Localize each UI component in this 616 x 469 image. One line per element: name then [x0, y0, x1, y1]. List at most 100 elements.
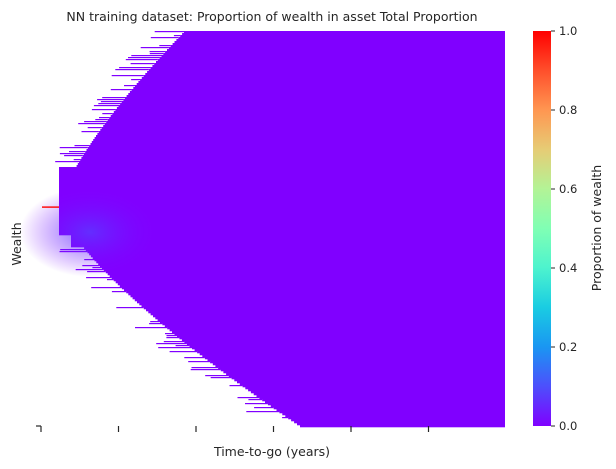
- heatmap-row: [169, 329, 505, 332]
- heatmap-row: [112, 113, 506, 116]
- heatmap-row: [59, 221, 505, 224]
- heatmap-streak: [156, 343, 187, 345]
- heatmap-row: [59, 179, 505, 182]
- heatmap-streak: [173, 35, 181, 37]
- heatmap-row: [115, 109, 506, 112]
- heatmap-row: [59, 181, 505, 184]
- heatmap-streak: [229, 385, 243, 387]
- heatmap-row: [153, 315, 505, 318]
- heatmap-row: [90, 143, 505, 146]
- heatmap-row: [59, 229, 505, 232]
- heatmap-row: [59, 171, 505, 174]
- heatmap-streak: [69, 151, 86, 153]
- heatmap-streak: [149, 323, 163, 325]
- heatmap-row: [154, 63, 505, 66]
- heatmap-row: [135, 85, 505, 88]
- heatmap-row: [71, 239, 505, 242]
- heatmap-row: [197, 351, 505, 354]
- heatmap-row: [59, 183, 505, 186]
- heatmap-streak: [184, 357, 205, 359]
- heatmap-streak: [125, 59, 158, 61]
- heatmap-row: [109, 275, 505, 278]
- heatmap-row: [245, 387, 506, 390]
- heatmap-row: [259, 397, 505, 400]
- heatmap-streak: [210, 377, 232, 379]
- heatmap-streak: [135, 327, 168, 329]
- heatmap-row: [157, 59, 506, 62]
- heatmap-streak: [102, 113, 113, 115]
- heatmap-streak: [131, 55, 162, 57]
- heatmap-streak: [169, 351, 198, 353]
- heatmap-row: [59, 187, 505, 190]
- heatmap-row: [178, 37, 506, 40]
- heatmap-streak: [55, 161, 79, 163]
- heatmap-row: [168, 47, 505, 50]
- heatmap-row: [59, 217, 505, 220]
- heatmap-row: [59, 227, 505, 230]
- colorbar-tick-label: 0.6: [559, 182, 577, 196]
- heatmap-row: [265, 401, 505, 404]
- heatmap-row: [163, 53, 506, 56]
- heatmap-row: [250, 391, 505, 394]
- heatmap-row: [113, 279, 505, 282]
- heatmap-streak: [150, 37, 179, 39]
- heatmap-row: [165, 51, 505, 54]
- heatmap-streak: [128, 57, 160, 59]
- heatmap-row: [116, 107, 506, 110]
- heatmap-row: [87, 251, 505, 254]
- heatmap-row: [226, 373, 505, 376]
- heatmap-streak: [205, 375, 229, 377]
- heatmap-row: [121, 101, 505, 104]
- heatmap-row: [123, 99, 506, 102]
- heatmap-row: [140, 79, 505, 82]
- heatmap-row: [270, 405, 505, 408]
- heatmap-streak: [154, 31, 185, 33]
- heatmap-row: [220, 369, 506, 372]
- heatmap-row: [100, 265, 505, 268]
- heatmap-row: [242, 385, 505, 388]
- heatmap-row: [118, 105, 505, 108]
- heatmap-row: [262, 399, 505, 402]
- heatmap-streak: [97, 99, 124, 101]
- heatmap-row: [167, 49, 505, 52]
- heatmap-row: [204, 357, 505, 360]
- heatmap-streak: [102, 97, 125, 99]
- heatmap-streak: [130, 63, 155, 65]
- heatmap-row: [157, 319, 505, 322]
- colorbar-tick-label: 0.0: [559, 419, 577, 433]
- heatmap-streak: [175, 345, 190, 347]
- heatmap-row: [109, 117, 505, 120]
- heatmap-row: [104, 123, 505, 126]
- heatmap-streak: [64, 155, 83, 157]
- heatmap-streak: [59, 147, 88, 149]
- heatmap-row: [96, 261, 506, 264]
- heatmap-row: [155, 317, 506, 320]
- heatmap-row: [96, 135, 505, 138]
- heatmap-streak: [149, 53, 164, 55]
- heatmap-row: [231, 377, 505, 380]
- heatmap-row: [210, 361, 505, 364]
- heatmap-streak: [190, 369, 221, 371]
- heatmap-row: [106, 121, 505, 124]
- heatmap-row: [170, 45, 505, 48]
- heatmap-row: [107, 119, 505, 122]
- heatmap-row: [186, 343, 505, 346]
- heatmap: [20, 31, 506, 428]
- heatmap-row: [147, 71, 505, 74]
- heatmap-row: [248, 389, 505, 392]
- heatmap-row: [182, 33, 505, 36]
- heatmap-glow: [20, 187, 160, 277]
- heatmap-max-cell: [42, 206, 59, 208]
- heatmap-row: [59, 189, 505, 192]
- heatmap-row: [110, 115, 505, 118]
- heatmap-row: [129, 91, 505, 94]
- heatmap-streak: [124, 85, 135, 87]
- colorbar: [533, 31, 551, 426]
- heatmap-row: [59, 225, 505, 228]
- heatmap-streak: [237, 397, 260, 399]
- heatmap-streak: [131, 79, 141, 81]
- heatmap-row: [172, 331, 505, 334]
- heatmap-row: [125, 97, 505, 100]
- heatmap-row: [137, 301, 505, 304]
